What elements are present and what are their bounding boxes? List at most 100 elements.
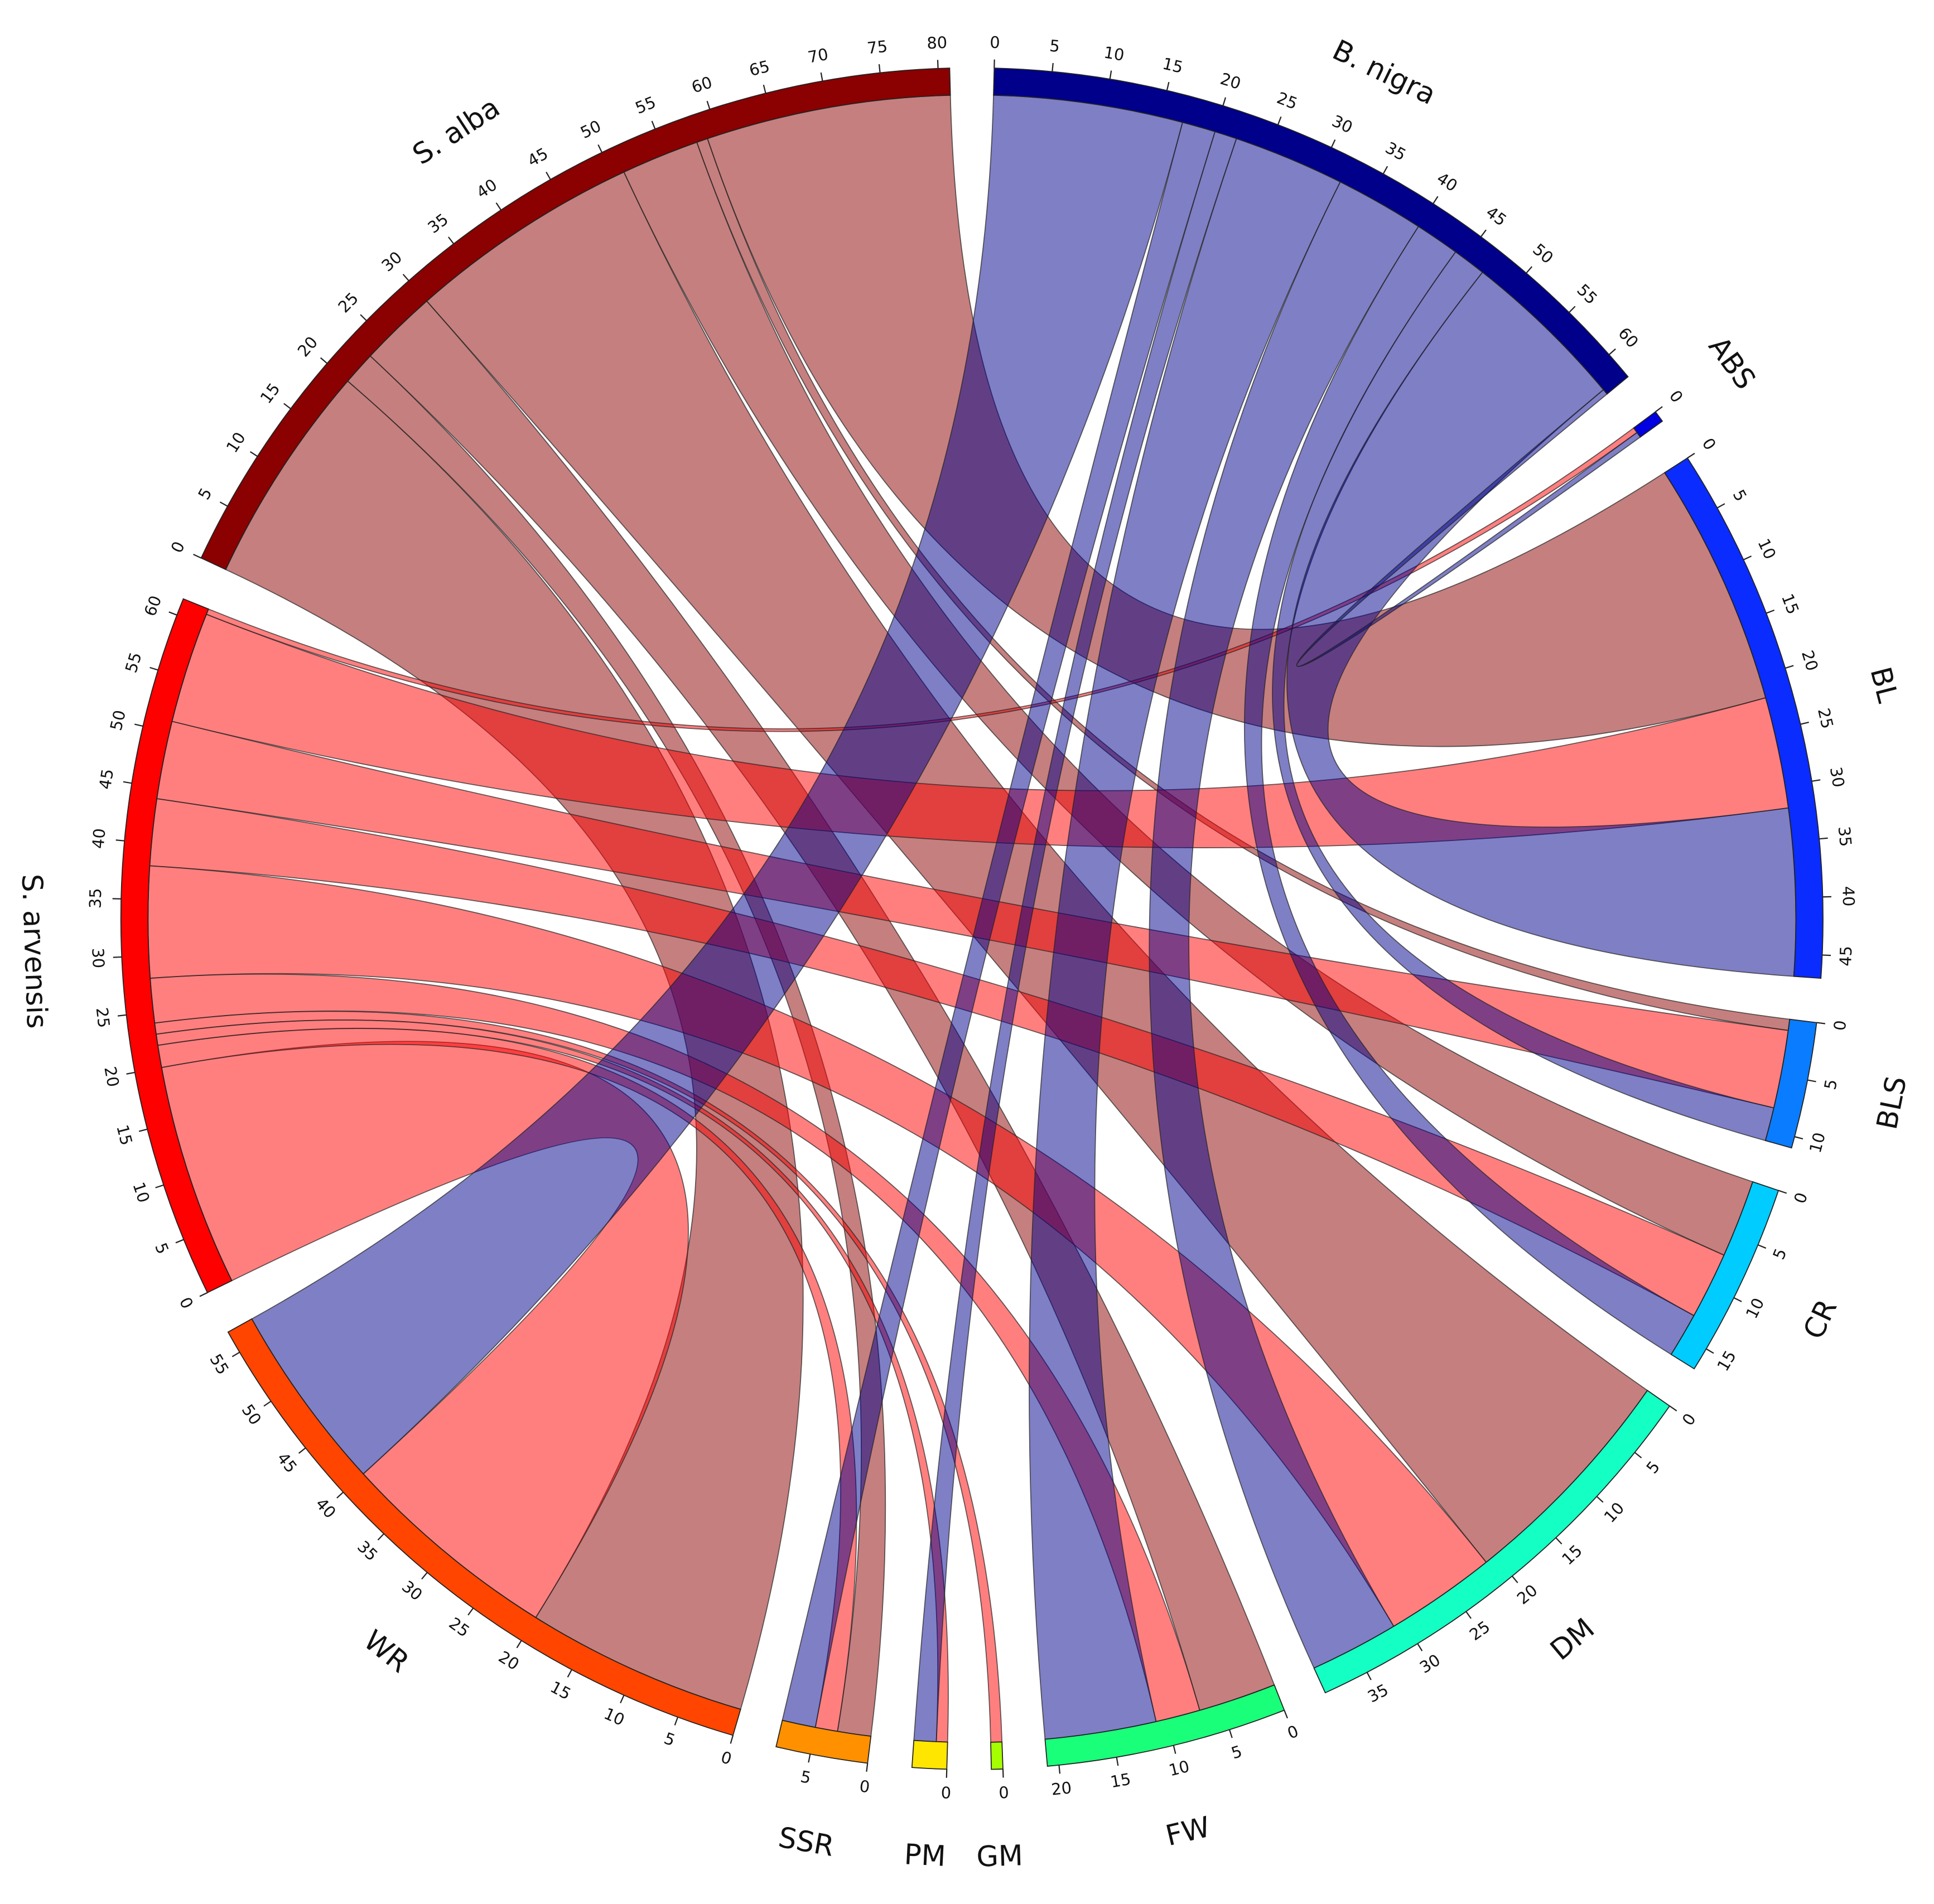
tick-label: 25 bbox=[1274, 88, 1300, 113]
tick-mark bbox=[1819, 837, 1828, 840]
sector-label: CR bbox=[1797, 1294, 1844, 1344]
tick-mark bbox=[763, 84, 766, 94]
tick-mark bbox=[1816, 1022, 1826, 1025]
tick-mark bbox=[1116, 1757, 1119, 1766]
sector-label: PM bbox=[904, 1838, 947, 1873]
tick-label: 10 bbox=[1754, 535, 1779, 562]
tick-mark bbox=[249, 451, 258, 457]
tick-label: 15 bbox=[1713, 1347, 1740, 1375]
tick-label: 45 bbox=[273, 1449, 301, 1477]
tick-mark bbox=[1758, 1244, 1767, 1249]
tick-mark bbox=[866, 1763, 869, 1772]
tick-label: 5 bbox=[194, 485, 216, 502]
tick-label: 40 bbox=[1839, 886, 1858, 906]
tick-mark bbox=[820, 72, 823, 81]
tick-label: 80 bbox=[927, 33, 948, 52]
tick-label: 0 bbox=[1679, 1410, 1700, 1429]
tick-mark bbox=[567, 1669, 572, 1678]
tick-label: 35 bbox=[1382, 138, 1409, 164]
tick-label: 60 bbox=[1614, 323, 1642, 351]
tick-mark bbox=[1222, 97, 1227, 106]
tick-label: 65 bbox=[747, 56, 771, 80]
tick-mark bbox=[1555, 1537, 1562, 1545]
sector-label: BL bbox=[1864, 664, 1904, 707]
tick-label: 35 bbox=[1364, 1680, 1391, 1706]
sector-label: FW bbox=[1163, 1810, 1213, 1853]
tick-label: 30 bbox=[1826, 766, 1848, 789]
sector-arc bbox=[1313, 1389, 1671, 1694]
tick-label: 45 bbox=[1836, 945, 1856, 967]
tick-label: 20 bbox=[1798, 648, 1822, 673]
tick-label: 25 bbox=[334, 289, 362, 317]
tick-mark bbox=[1800, 722, 1809, 725]
sector-arc bbox=[775, 1719, 872, 1764]
tick-mark bbox=[1716, 503, 1725, 509]
tick-mark bbox=[620, 1695, 625, 1704]
tick-label: 0 bbox=[167, 538, 189, 555]
tick-label: 40 bbox=[473, 175, 500, 202]
tick-label: 60 bbox=[141, 593, 166, 618]
tick-mark bbox=[1743, 555, 1752, 560]
sector-arc bbox=[990, 1741, 1004, 1770]
tick-mark bbox=[298, 1447, 306, 1454]
tick-label: 5 bbox=[151, 1240, 172, 1257]
sector-label: BLS bbox=[1870, 1074, 1913, 1132]
tick-label: 20 bbox=[1050, 1778, 1073, 1799]
tick-label: 55 bbox=[206, 1351, 233, 1378]
tick-mark bbox=[1807, 1079, 1816, 1083]
tick-label: 50 bbox=[577, 116, 604, 142]
tick-mark bbox=[1417, 1643, 1423, 1651]
tick-label: 10 bbox=[1600, 1499, 1628, 1526]
tick-label: 45 bbox=[524, 144, 552, 171]
tick-mark bbox=[1284, 1710, 1288, 1719]
tick-label: 0 bbox=[719, 1747, 734, 1768]
tick-mark bbox=[1526, 266, 1533, 274]
tick-mark bbox=[336, 1491, 344, 1499]
sector-label: SSR bbox=[776, 1820, 837, 1863]
tick-mark bbox=[1465, 1611, 1472, 1619]
tick-mark bbox=[1669, 1405, 1677, 1412]
sector-arc bbox=[993, 67, 1629, 395]
tick-label: 50 bbox=[1529, 240, 1557, 268]
tick-label: 0 bbox=[1285, 1722, 1301, 1743]
tick-label: 20 bbox=[294, 332, 322, 360]
tick-mark bbox=[1166, 81, 1170, 91]
tick-mark bbox=[1058, 1765, 1061, 1774]
sector-arc bbox=[1633, 411, 1663, 438]
tick-mark bbox=[1002, 1768, 1004, 1778]
tick-mark bbox=[1229, 1729, 1233, 1738]
tick-label: 15 bbox=[1778, 591, 1803, 617]
tick-label: 50 bbox=[238, 1401, 266, 1428]
tick-label: 40 bbox=[1434, 168, 1461, 195]
sector-label: B. nigra bbox=[1328, 33, 1441, 112]
tick-label: 75 bbox=[866, 37, 889, 58]
tick-mark bbox=[377, 1533, 384, 1541]
tick-mark bbox=[808, 1753, 811, 1763]
tick-label: 25 bbox=[446, 1613, 474, 1641]
tick-label: 15 bbox=[113, 1123, 136, 1147]
tick-mark bbox=[1655, 406, 1663, 413]
sector-arc bbox=[1044, 1684, 1285, 1767]
sector-arc bbox=[1670, 1181, 1779, 1370]
tick-label: 20 bbox=[495, 1647, 523, 1674]
sector-arc bbox=[1663, 457, 1824, 979]
tick-label: 30 bbox=[1416, 1650, 1444, 1677]
tick-label: 5 bbox=[1820, 1077, 1841, 1091]
tick-label: 40 bbox=[312, 1494, 340, 1522]
tick-mark bbox=[1634, 1452, 1642, 1458]
sector-label: S. alba bbox=[407, 91, 505, 171]
tick-mark bbox=[1811, 779, 1821, 782]
tick-mark bbox=[199, 1292, 208, 1297]
sector-arc bbox=[911, 1739, 948, 1770]
tick-mark bbox=[1733, 1297, 1742, 1302]
tick-label: 0 bbox=[1790, 1190, 1811, 1206]
tick-mark bbox=[1382, 166, 1388, 175]
tick-mark bbox=[149, 666, 158, 671]
tick-label: 20 bbox=[100, 1065, 123, 1089]
tick-label: 5 bbox=[1729, 486, 1751, 504]
tick-label: 35 bbox=[85, 888, 105, 908]
tick-mark bbox=[1608, 348, 1616, 355]
tick-label: 10 bbox=[129, 1180, 153, 1205]
tick-mark bbox=[674, 1717, 679, 1726]
